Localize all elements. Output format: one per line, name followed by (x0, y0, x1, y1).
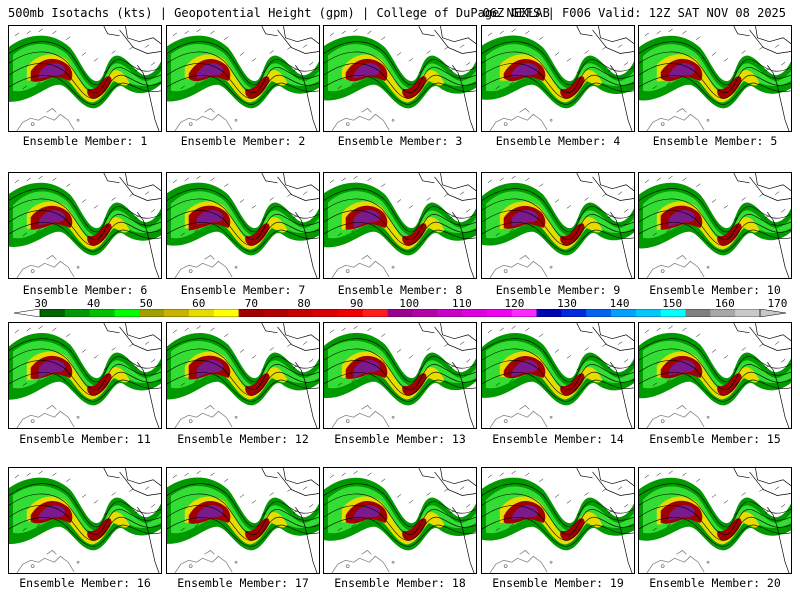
ensemble-member-map (481, 172, 635, 279)
ensemble-member-label: Ensemble Member: 2 (180, 134, 306, 148)
ensemble-member-label: Ensemble Member: 3 (337, 134, 463, 148)
ensemble-member-label: Ensemble Member: 20 (649, 576, 781, 590)
ensemble-member-label: Ensemble Member: 5 (652, 134, 778, 148)
ensemble-member-map (166, 25, 320, 132)
colorbar-bin (486, 309, 513, 317)
colorbar-bin (362, 309, 388, 317)
ensemble-member-label: Ensemble Member: 6 (22, 283, 148, 297)
colorbar-bin (710, 309, 736, 317)
ensemble-member-map (323, 467, 477, 574)
ensemble-member-label: Ensemble Member: 11 (19, 432, 151, 446)
ensemble-member-label: Ensemble Member: 7 (180, 283, 306, 297)
colorbar-tick-label: 70 (244, 297, 259, 310)
ensemble-member-label: Ensemble Member: 8 (337, 283, 463, 297)
colorbar-tick-label: 80 (297, 297, 311, 310)
colorbar-bin (164, 309, 190, 317)
colorbar-bin (660, 309, 686, 317)
colorbar-tick-label: 30 (34, 297, 48, 310)
colorbar-tick-label: 130 (557, 297, 577, 310)
ensemble-member-label: Ensemble Member: 9 (495, 283, 621, 297)
ensemble-member-label: Ensemble Member: 19 (492, 576, 624, 590)
colorbar-bin (462, 309, 488, 317)
colorbar-tick-label: 120 (504, 297, 525, 310)
colorbar-tick-label: 60 (192, 297, 206, 310)
colorbar-bin (64, 309, 90, 317)
colorbar-bin (437, 309, 463, 317)
ensemble-member-map (8, 322, 162, 429)
colorbar-tick-label: 50 (139, 297, 153, 310)
ensemble-member-label: Ensemble Member: 15 (649, 432, 781, 446)
ensemble-member-map (323, 172, 477, 279)
ensemble-member-label: Ensemble Member: 14 (492, 432, 624, 446)
colorbar-bin (635, 309, 661, 317)
colorbar-bin (611, 309, 637, 317)
colorbar-bin (40, 309, 66, 317)
colorbar-bin (139, 309, 165, 317)
ensemble-member-map (323, 322, 477, 429)
colorbar-outline (39, 309, 761, 317)
ensemble-member-map (481, 322, 635, 429)
ensemble-member-map (166, 322, 320, 429)
ensemble-member-map (481, 467, 635, 574)
colorbar-max-arrow (759, 309, 786, 317)
colorbar-bin (337, 309, 364, 317)
ensemble-member-label: Ensemble Member: 1 (22, 134, 148, 148)
colorbar-bin (536, 309, 562, 317)
colorbar-bin (313, 309, 339, 317)
ensemble-member-map (638, 172, 792, 279)
colorbar-tick-label: 170 (767, 297, 788, 310)
colorbar-tick-label: 140 (609, 297, 630, 310)
ensemble-member-label: Ensemble Member: 18 (334, 576, 466, 590)
colorbar-bin (89, 309, 115, 317)
colorbar-tick-label: 110 (451, 297, 472, 310)
ensemble-member-label: Ensemble Member: 12 (177, 432, 309, 446)
colorbar-tick-label: 40 (86, 297, 101, 310)
ensemble-member-map (8, 172, 162, 279)
ensemble-member-map (323, 25, 477, 132)
colorbar-bin (188, 309, 215, 317)
ensemble-member-label: Ensemble Member: 16 (19, 576, 151, 590)
colorbar-bin (213, 309, 239, 317)
ensemble-member-map (638, 467, 792, 574)
isotach-colorbar (14, 309, 786, 317)
colorbar-min-arrow (14, 309, 41, 317)
ensemble-member-map (481, 25, 635, 132)
colorbar-tick-label: 100 (399, 297, 420, 310)
ensemble-member-map (8, 25, 162, 132)
ensemble-member-label: Ensemble Member: 4 (495, 134, 621, 148)
map-title: 500mb Isotachs (kts) | Geopotential Heig… (8, 6, 550, 20)
colorbar-bin (387, 309, 413, 317)
colorbar-bin (412, 309, 438, 317)
model-run-info: 06Z GEFS | F006 Valid: 12Z SAT NOV 08 20… (482, 6, 786, 20)
colorbar-tick-label: 90 (349, 297, 364, 310)
colorbar-bin (586, 309, 612, 317)
ensemble-member-map (638, 322, 792, 429)
colorbar-tick-label: 160 (714, 297, 735, 310)
ensemble-member-label: Ensemble Member: 13 (334, 432, 466, 446)
ensemble-member-label: Ensemble Member: 10 (649, 283, 781, 297)
ensemble-member-map (166, 467, 320, 574)
ensemble-member-map (638, 25, 792, 132)
colorbar-bin (735, 309, 761, 317)
colorbar-bin (511, 309, 537, 317)
colorbar-bin (238, 309, 264, 317)
colorbar-tick-label: 150 (662, 297, 683, 310)
colorbar-bin (685, 309, 711, 317)
colorbar-bin (263, 309, 289, 317)
ensemble-member-map (166, 172, 320, 279)
colorbar-bin (114, 309, 140, 317)
ensemble-member-label: Ensemble Member: 17 (177, 576, 309, 590)
ensemble-member-map (8, 467, 162, 574)
colorbar-bin (561, 309, 587, 317)
colorbar-bin (288, 309, 314, 317)
